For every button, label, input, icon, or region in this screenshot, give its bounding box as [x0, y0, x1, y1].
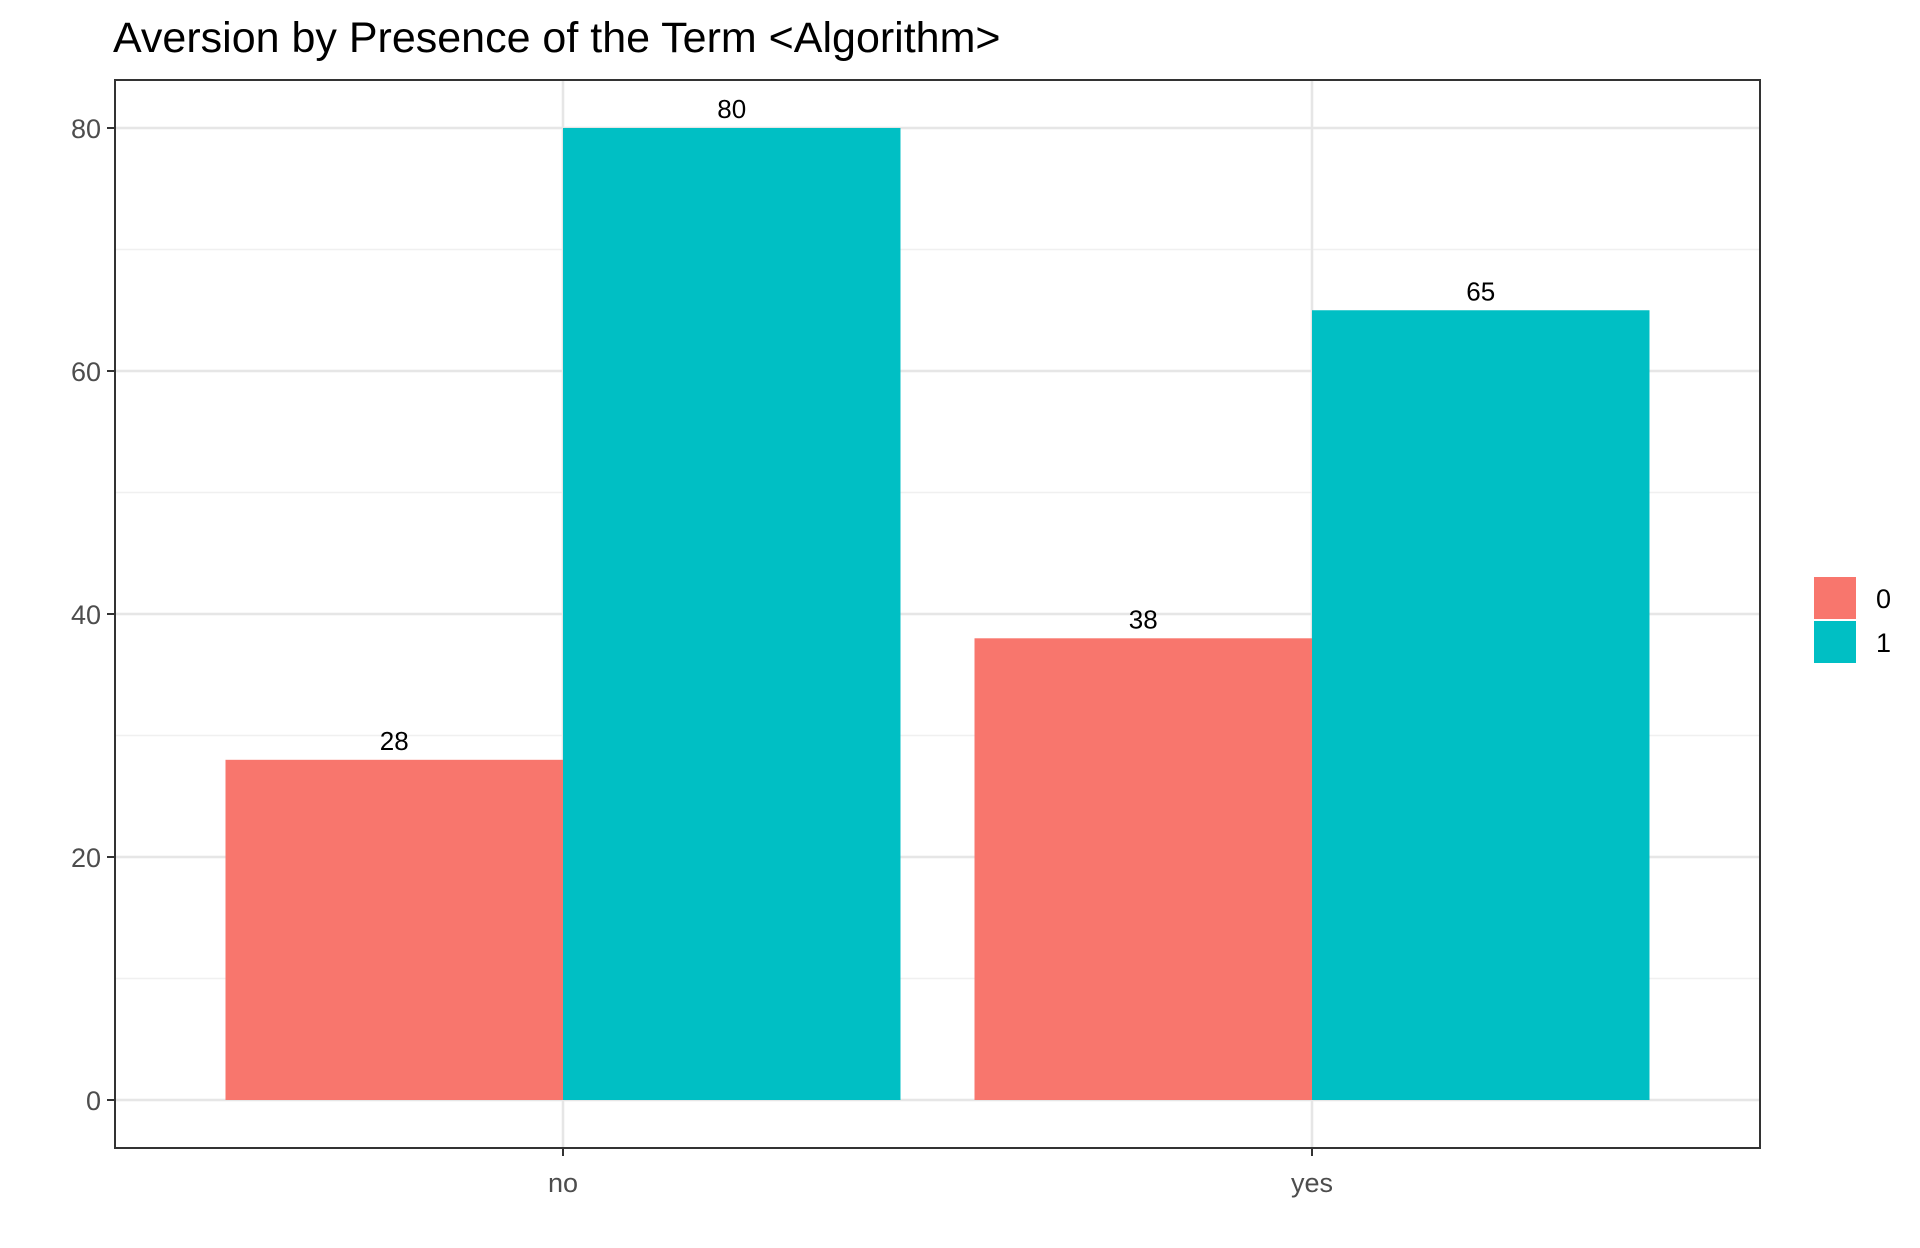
y-tick-label: 40: [71, 600, 101, 630]
chart-title: Aversion by Presence of the Term <Algori…: [113, 14, 1001, 62]
data-label: 28: [380, 726, 409, 756]
bar-no-series-1: [563, 128, 901, 1100]
data-labels: 28 80 38 65: [380, 94, 1495, 756]
bar-yes-series-1: [1312, 310, 1650, 1100]
legend-key-0: [1814, 577, 1856, 619]
y-tick-label: 60: [71, 357, 101, 387]
axes: 0 20 40 60 80 no yes: [71, 114, 1333, 1198]
legend-key-1: [1814, 621, 1856, 663]
y-tick-label: 0: [86, 1086, 101, 1116]
bars: [225, 128, 1650, 1100]
x-tick-label: no: [548, 1168, 578, 1198]
legend: 01: [1814, 577, 1891, 663]
data-label: 65: [1466, 276, 1495, 306]
legend-label: 1: [1876, 628, 1891, 658]
data-label: 38: [1129, 604, 1158, 634]
data-label: 80: [717, 94, 746, 124]
y-tick-label: 20: [71, 843, 101, 873]
legend-label: 0: [1876, 584, 1891, 614]
bar-yes-series-0: [974, 638, 1312, 1100]
y-tick-label: 80: [71, 114, 101, 144]
x-tick-label: yes: [1291, 1168, 1333, 1198]
bar-no-series-0: [225, 759, 563, 1100]
